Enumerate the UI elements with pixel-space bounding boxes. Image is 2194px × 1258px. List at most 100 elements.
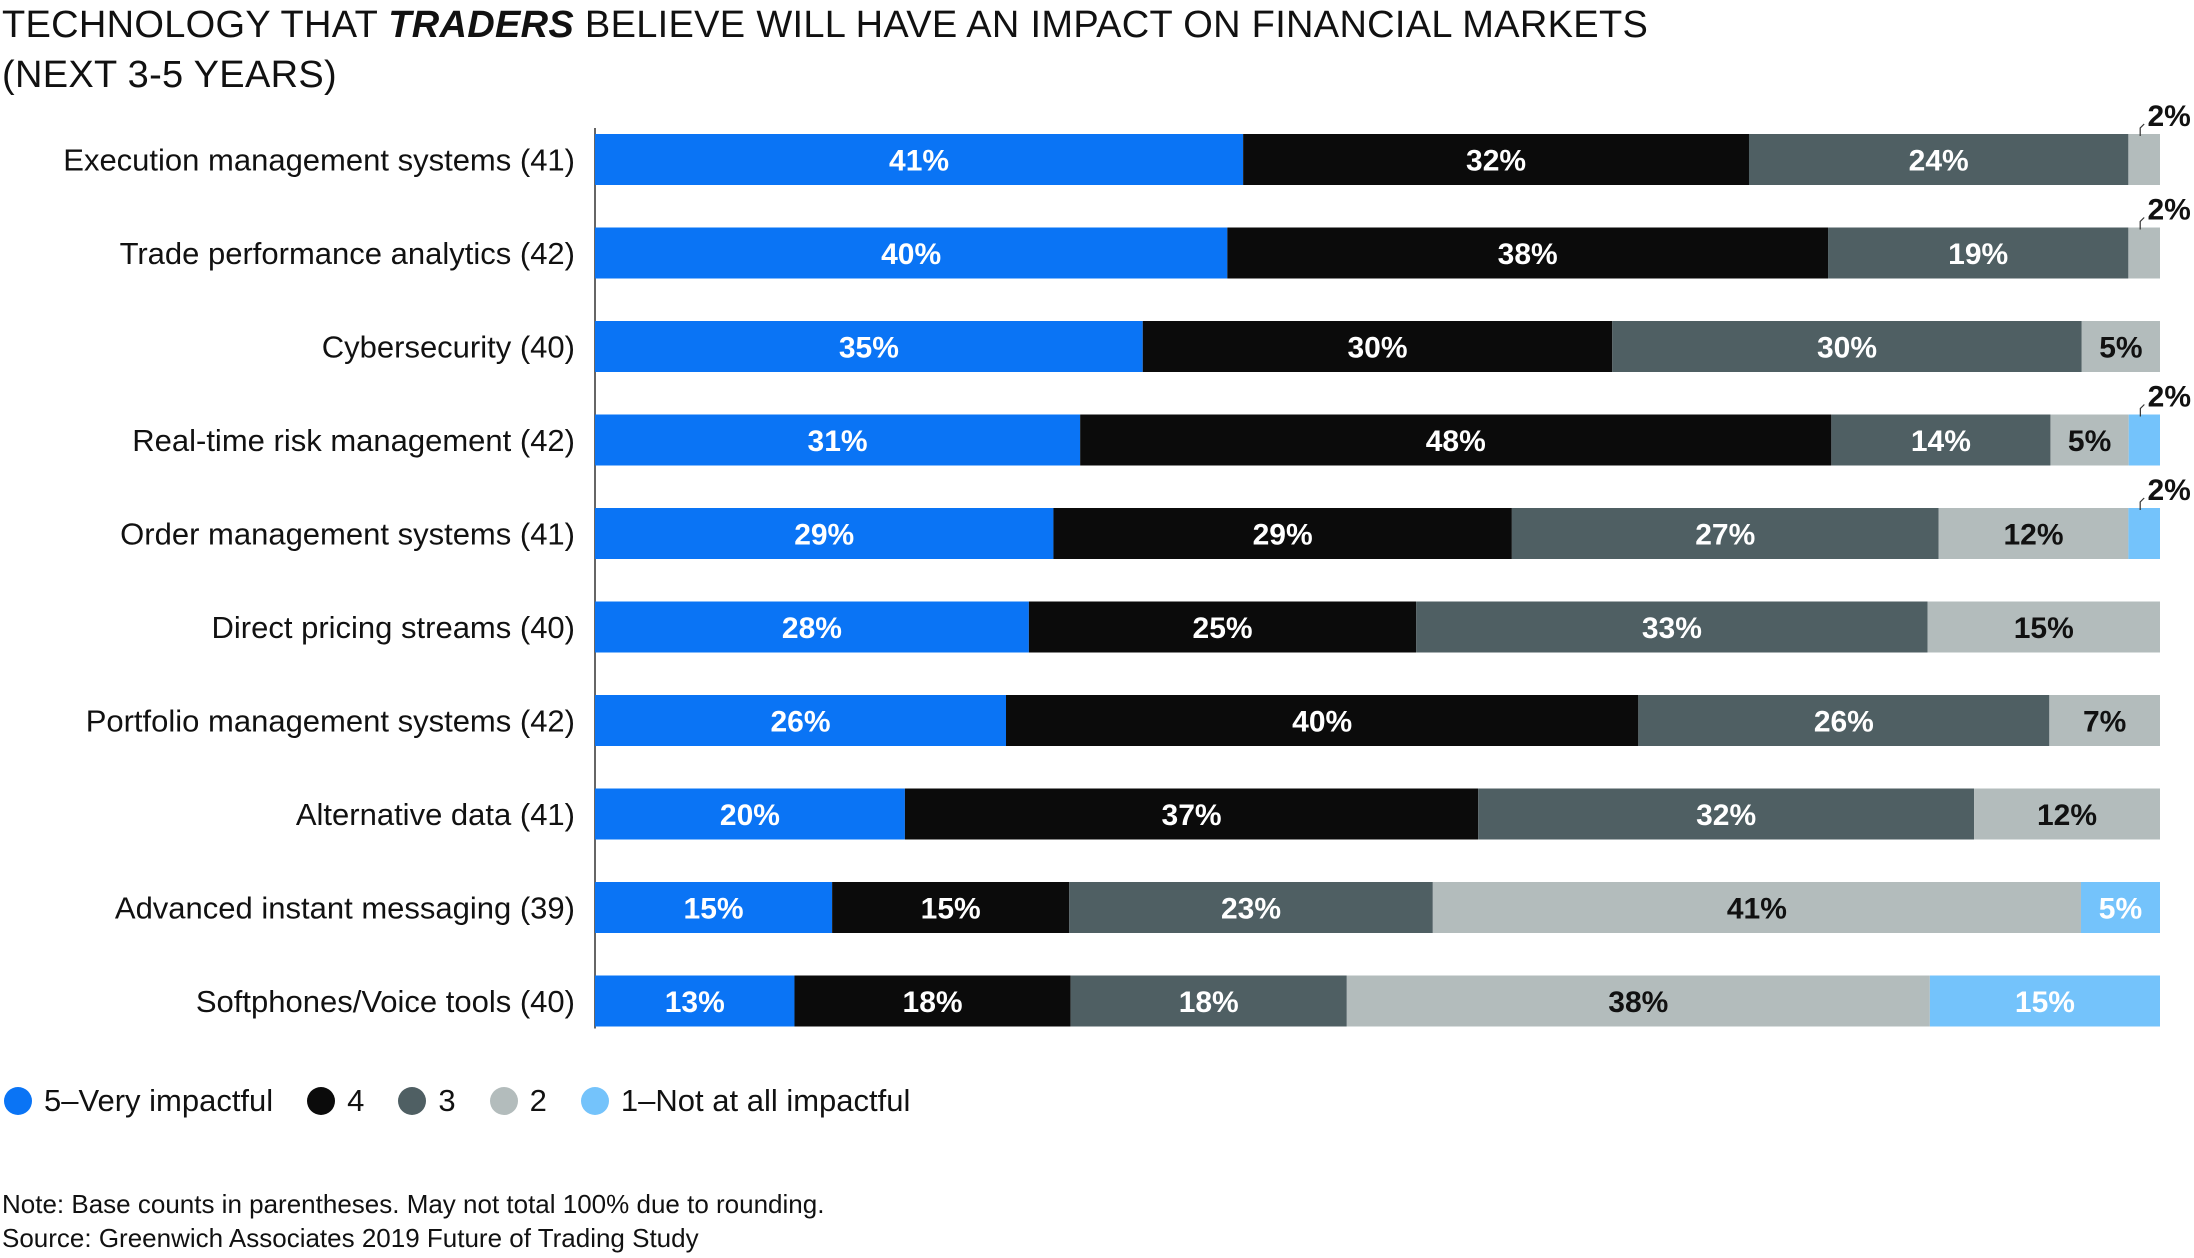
category-label: Alternative data (41) <box>296 797 575 832</box>
data-label: 35% <box>839 332 899 365</box>
legend-item: 5–Very impactful <box>4 1083 273 1119</box>
data-label: 38% <box>1498 238 1558 271</box>
category-label: Trade performance analytics (42) <box>120 236 575 271</box>
data-label: 2% <box>2148 474 2191 507</box>
bar-segment <box>1748 134 2129 185</box>
legend-swatch <box>580 1087 609 1115</box>
bar-segment <box>1227 227 1829 279</box>
data-label: 18% <box>903 986 963 1019</box>
stacked-bar-chart: Execution management systems (41) 41% 32% 2… <box>63 100 2191 1029</box>
data-label: 19% <box>1948 238 2008 271</box>
data-label: 24% <box>1909 145 1969 178</box>
data-label: 25% <box>1193 612 1253 645</box>
bar-segment <box>794 975 1071 1027</box>
label-leader-line <box>2139 497 2145 510</box>
bar-segment <box>1927 601 2160 653</box>
bar-segment <box>1028 601 1417 653</box>
legend-swatch <box>489 1087 518 1115</box>
data-label: 48% <box>1426 425 1486 458</box>
chart-title: TECHNOLOGY THAT TRADERS BELIEVE WILL HAV… <box>2 0 1648 100</box>
legend-label: 5–Very impactful <box>44 1083 274 1118</box>
data-label: 40% <box>881 238 941 271</box>
title-part: TECHNOLOGY THAT <box>2 4 389 46</box>
legend-item: 4 <box>307 1083 364 1119</box>
data-label: 15% <box>921 893 981 926</box>
legend-item: 1–Not at all impactful <box>580 1083 911 1119</box>
bar-segment <box>595 882 833 933</box>
title-part: BELIEVE WILL HAVE AN IMPACT ON FINANCIAL… <box>574 4 1649 46</box>
data-label: 15% <box>2014 612 2074 645</box>
bar-segment <box>595 788 905 840</box>
data-label: 33% <box>1642 612 1702 645</box>
data-label: 12% <box>2004 519 2064 552</box>
data-label: 26% <box>770 706 830 739</box>
data-label: 5% <box>2099 332 2142 365</box>
bar-segment <box>2128 134 2160 185</box>
legend-label: 3 <box>438 1083 456 1118</box>
source-text: Source: Greenwich Associates 2019 Future… <box>2 1223 699 1253</box>
data-label: 41% <box>889 145 949 178</box>
bar-segment <box>595 321 1143 372</box>
data-label: 31% <box>808 425 868 458</box>
data-label: 41% <box>1727 893 1787 926</box>
label-leader-line <box>2139 217 2145 230</box>
data-label: 2% <box>2148 381 2191 414</box>
bar-segment <box>595 975 795 1027</box>
legend-item: 2 <box>489 1083 547 1119</box>
bar-segment <box>1612 321 2082 372</box>
data-label: 15% <box>684 893 744 926</box>
bar-segment <box>1974 788 2160 840</box>
bar-segment <box>1929 975 2160 1027</box>
data-label: 40% <box>1292 706 1352 739</box>
bar-segment <box>1142 321 1613 372</box>
legend-item: 3 <box>398 1083 456 1119</box>
data-label: 30% <box>1817 332 1877 365</box>
bar-segment <box>595 695 1007 746</box>
data-label: 28% <box>782 612 842 645</box>
data-label: 38% <box>1608 986 1668 1019</box>
bar-segment <box>1511 508 1939 559</box>
data-label: 2% <box>2148 100 2191 133</box>
legend-label: 4 <box>347 1083 365 1118</box>
bar-segment <box>1416 601 1928 653</box>
bar-segment <box>595 508 1054 559</box>
data-label: 5% <box>2068 425 2111 458</box>
bar-segment <box>2128 508 2160 559</box>
data-label: 18% <box>1179 986 1239 1019</box>
bar-segment <box>1478 788 1975 840</box>
legend-label: 2 <box>529 1083 547 1118</box>
data-label: 26% <box>1814 706 1874 739</box>
bar-segment <box>1006 695 1639 746</box>
bar-segment <box>1069 882 1433 933</box>
bar-segment <box>2050 414 2129 466</box>
category-label: Portfolio management systems (42) <box>86 704 575 739</box>
bar-segment <box>595 227 1228 279</box>
label-leader-line <box>2139 123 2145 136</box>
bar-segment <box>1346 975 1930 1027</box>
data-label: 2% <box>2148 194 2191 227</box>
legend-swatch <box>307 1087 336 1115</box>
title-subline: (NEXT 3-5 YEARS) <box>2 54 337 96</box>
category-label: Cybersecurity (40) <box>322 330 575 365</box>
category-label: Execution management systems (41) <box>63 143 575 178</box>
bar-segment <box>1432 882 2081 933</box>
data-label: 23% <box>1221 893 1281 926</box>
data-label: 12% <box>2037 799 2097 832</box>
bar-segment <box>1938 508 2129 559</box>
legend-swatch <box>4 1087 32 1115</box>
label-leader-line <box>2139 404 2145 417</box>
title-emphasis: TRADERS <box>388 4 575 46</box>
bar-segment <box>1638 695 2050 746</box>
bar-segment <box>595 601 1029 653</box>
bar-segment <box>595 134 1244 185</box>
data-label: 32% <box>1696 799 1756 832</box>
data-label: 7% <box>2083 706 2126 739</box>
bar-segment <box>904 788 1479 840</box>
bar-segment <box>2080 882 2160 933</box>
category-label: Softphones/Voice tools (40) <box>196 984 575 1019</box>
data-label: 13% <box>665 986 725 1019</box>
bar-segment <box>2128 227 2160 279</box>
legend-label: 1–Not at all impactful <box>620 1083 911 1118</box>
category-label: Real-time risk management (42) <box>132 423 575 458</box>
category-label: Advanced instant messaging (39) <box>115 891 575 926</box>
